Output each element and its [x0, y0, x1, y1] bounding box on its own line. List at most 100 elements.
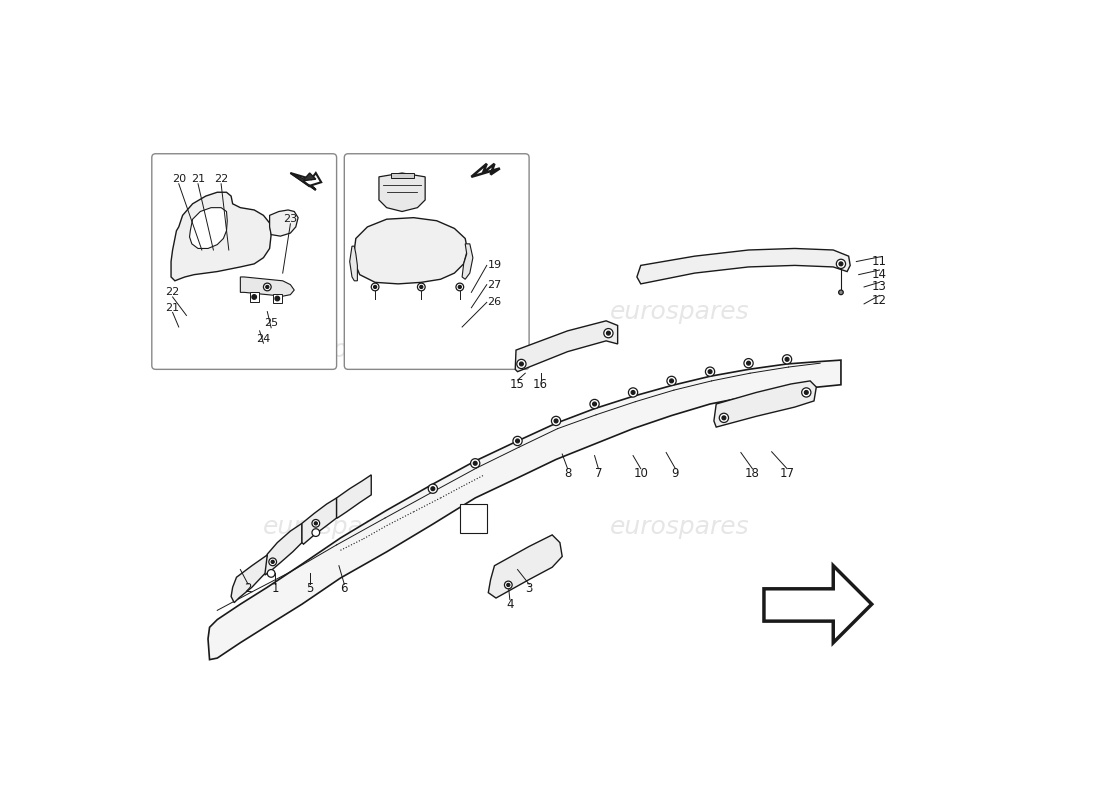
- Polygon shape: [378, 173, 425, 211]
- Polygon shape: [172, 192, 271, 281]
- FancyBboxPatch shape: [344, 154, 529, 370]
- Circle shape: [471, 458, 480, 468]
- Text: 15: 15: [510, 378, 525, 391]
- Circle shape: [705, 367, 715, 376]
- Text: 20: 20: [172, 174, 186, 184]
- Text: 22: 22: [214, 174, 228, 184]
- Text: 5: 5: [306, 582, 313, 595]
- Polygon shape: [390, 173, 414, 178]
- Polygon shape: [290, 173, 321, 190]
- Text: 24: 24: [256, 334, 271, 343]
- Circle shape: [264, 283, 272, 291]
- Polygon shape: [462, 244, 473, 279]
- Circle shape: [631, 390, 635, 394]
- Polygon shape: [208, 360, 842, 660]
- Text: 27: 27: [487, 280, 502, 290]
- Polygon shape: [472, 164, 499, 177]
- Text: eurospares: eurospares: [263, 338, 403, 362]
- Polygon shape: [460, 504, 486, 534]
- Circle shape: [839, 262, 843, 266]
- Text: 25: 25: [264, 318, 278, 328]
- Circle shape: [428, 484, 438, 494]
- Text: 3: 3: [526, 582, 532, 595]
- Circle shape: [670, 379, 673, 383]
- Text: 26: 26: [487, 298, 502, 307]
- Circle shape: [744, 358, 754, 368]
- Circle shape: [802, 388, 811, 397]
- Circle shape: [838, 290, 844, 294]
- Circle shape: [606, 331, 610, 335]
- Circle shape: [431, 486, 434, 490]
- Text: 4: 4: [506, 598, 514, 610]
- Polygon shape: [250, 292, 258, 302]
- FancyBboxPatch shape: [152, 154, 337, 370]
- Polygon shape: [714, 381, 816, 427]
- Text: 13: 13: [872, 281, 887, 294]
- Polygon shape: [241, 277, 295, 296]
- Circle shape: [275, 296, 279, 301]
- Circle shape: [420, 286, 422, 289]
- Text: 6: 6: [341, 582, 348, 595]
- Circle shape: [312, 529, 320, 537]
- Text: eurospares: eurospares: [263, 515, 403, 539]
- Circle shape: [604, 329, 613, 338]
- Circle shape: [513, 436, 522, 446]
- Circle shape: [593, 402, 596, 406]
- Circle shape: [505, 581, 513, 589]
- Polygon shape: [290, 173, 316, 187]
- Text: 7: 7: [595, 467, 602, 480]
- Polygon shape: [337, 475, 372, 518]
- Circle shape: [312, 519, 320, 527]
- Circle shape: [782, 354, 792, 364]
- Circle shape: [418, 283, 426, 291]
- Polygon shape: [273, 294, 282, 303]
- Text: 12: 12: [872, 294, 887, 306]
- Circle shape: [519, 362, 524, 366]
- Circle shape: [722, 416, 726, 420]
- Polygon shape: [189, 208, 228, 249]
- Circle shape: [271, 560, 274, 563]
- Circle shape: [266, 286, 268, 289]
- Polygon shape: [264, 523, 301, 575]
- Text: 22: 22: [165, 287, 179, 298]
- Polygon shape: [350, 246, 358, 281]
- Text: 18: 18: [745, 467, 760, 480]
- Circle shape: [785, 358, 789, 362]
- Text: 19: 19: [487, 261, 502, 270]
- Polygon shape: [270, 210, 298, 236]
- Circle shape: [459, 286, 461, 289]
- Circle shape: [667, 376, 676, 386]
- Circle shape: [719, 414, 728, 422]
- Circle shape: [628, 388, 638, 397]
- Circle shape: [315, 522, 318, 525]
- Circle shape: [517, 359, 526, 369]
- Circle shape: [516, 439, 519, 443]
- Text: 14: 14: [872, 268, 887, 281]
- Polygon shape: [515, 321, 618, 372]
- Polygon shape: [301, 498, 337, 544]
- Circle shape: [268, 558, 276, 566]
- Circle shape: [507, 583, 510, 586]
- Polygon shape: [637, 249, 850, 284]
- Circle shape: [372, 283, 378, 291]
- Circle shape: [708, 370, 712, 374]
- Text: 1: 1: [272, 582, 278, 595]
- Text: 9: 9: [672, 467, 679, 480]
- Text: 21: 21: [165, 302, 179, 313]
- Text: 11: 11: [872, 255, 887, 268]
- Circle shape: [455, 283, 464, 291]
- Text: 23: 23: [284, 214, 297, 224]
- Text: eurospares: eurospares: [609, 515, 749, 539]
- Polygon shape: [488, 535, 562, 598]
- Text: 2: 2: [244, 582, 252, 595]
- Circle shape: [473, 462, 477, 466]
- Text: 16: 16: [534, 378, 548, 391]
- Circle shape: [836, 259, 846, 269]
- Text: eurospares: eurospares: [609, 300, 749, 323]
- Circle shape: [252, 294, 256, 299]
- Polygon shape: [231, 555, 267, 602]
- Text: 10: 10: [634, 467, 648, 480]
- Circle shape: [590, 399, 600, 409]
- Circle shape: [374, 286, 376, 289]
- Circle shape: [804, 390, 808, 394]
